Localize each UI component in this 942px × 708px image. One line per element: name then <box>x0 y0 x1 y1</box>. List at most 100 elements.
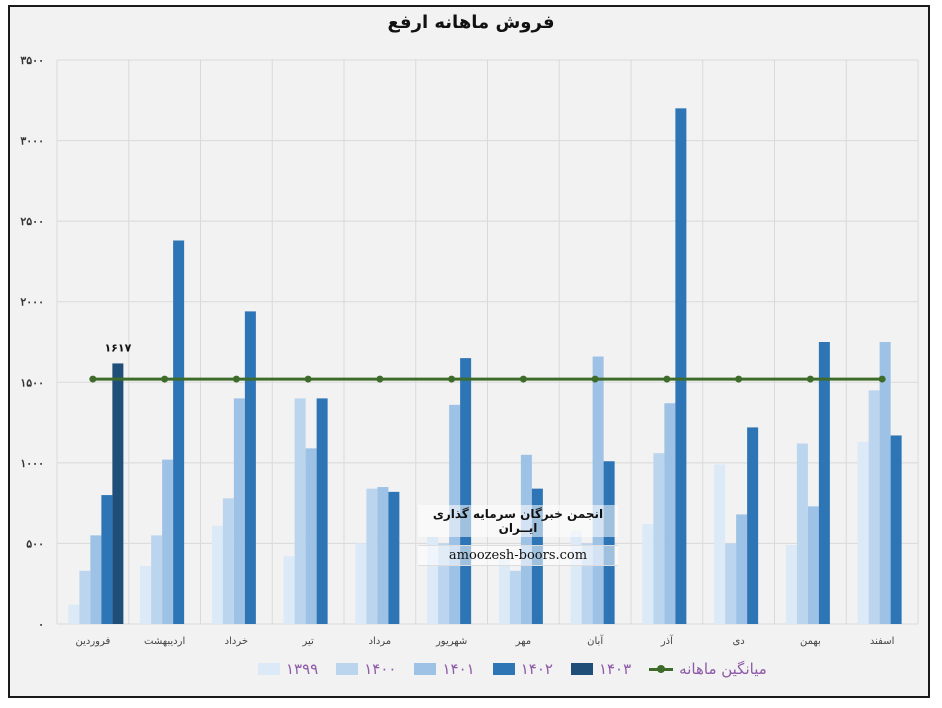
bar <box>736 514 748 624</box>
legend: ۱۳۹۹ ۱۴۰۰ ۱۴۰۱ ۱۴۰۲ ۱۴۰۳ میانگین ماهانه <box>258 658 778 680</box>
bar <box>162 459 174 624</box>
legend-item: ۱۴۰۰ <box>336 660 396 678</box>
bar <box>807 506 819 624</box>
bar <box>366 488 378 624</box>
bar <box>581 543 593 624</box>
x-tick-label: بهمن <box>800 636 821 647</box>
x-tick-label: شهریور <box>435 636 467 647</box>
average-marker <box>161 375 169 383</box>
legend-swatch <box>258 663 280 675</box>
bar <box>653 453 665 624</box>
bar <box>377 487 389 624</box>
bar <box>283 556 295 624</box>
bar <box>173 240 185 625</box>
bar <box>664 403 676 624</box>
y-tick-label: ۰ <box>38 618 44 631</box>
bar <box>316 398 328 624</box>
bar <box>818 342 830 624</box>
x-tick-label: خرداد <box>225 636 248 647</box>
bar <box>868 390 880 624</box>
y-tick-label: ۲۰۰۰ <box>20 296 44 309</box>
bar <box>427 536 439 624</box>
legend-line-marker <box>649 663 674 675</box>
legend-label: ۱۳۹۹ <box>286 660 319 678</box>
x-tick-label: دی <box>732 636 744 647</box>
y-tick-label: ۱۵۰۰ <box>20 376 44 389</box>
legend-swatch <box>414 663 437 675</box>
y-tick-label: ۵۰۰ <box>26 537 44 550</box>
legend-swatch <box>492 663 515 675</box>
watermark-title: انجمن خبرگان سرمایه گذاری ایــران <box>418 505 618 537</box>
x-tick-label: آبان <box>587 634 604 647</box>
bar <box>714 464 726 624</box>
bar <box>294 398 306 624</box>
bar <box>796 443 808 624</box>
data-label: ۱۶۱۷ <box>104 341 131 354</box>
bar <box>747 427 759 624</box>
bar <box>603 461 615 624</box>
average-marker <box>806 375 814 383</box>
average-marker <box>663 375 671 383</box>
y-tick-label: ۱۰۰۰ <box>20 457 44 470</box>
y-tick-label: ۳۵۰۰ <box>20 54 44 67</box>
bar <box>90 535 102 624</box>
watermark: انجمن خبرگان سرمایه گذاری ایــران amooze… <box>418 505 618 566</box>
bar <box>68 604 80 624</box>
legend-item: ۱۴۰۱ <box>414 660 475 678</box>
bar <box>101 495 113 624</box>
x-tick-label: آذر <box>660 634 674 647</box>
x-tick-label: اردیبهشت <box>144 636 185 647</box>
bar <box>675 108 687 625</box>
bar <box>785 545 797 624</box>
legend-label: ۱۴۰۱ <box>442 660 475 678</box>
average-marker <box>89 375 97 383</box>
bar <box>460 358 472 624</box>
bar <box>725 543 737 624</box>
bar <box>879 342 891 624</box>
bar <box>857 441 869 624</box>
legend-item: ۱۴۰۲ <box>492 660 553 678</box>
y-tick-label: ۳۰۰۰ <box>20 135 44 148</box>
bar <box>520 454 532 624</box>
bar <box>890 435 902 624</box>
watermark-url: amoozesh-boors.com <box>418 545 618 566</box>
average-marker <box>232 375 240 383</box>
average-marker <box>519 375 527 383</box>
x-tick-label: مرداد <box>369 636 392 647</box>
average-marker <box>591 375 599 383</box>
bar <box>498 559 510 624</box>
bar <box>211 525 223 624</box>
average-marker <box>878 375 886 383</box>
bar <box>592 356 604 624</box>
average-marker <box>735 375 743 383</box>
x-tick-label: مهر <box>515 636 531 647</box>
bar <box>642 524 654 624</box>
average-marker <box>376 375 384 383</box>
bar <box>222 498 234 624</box>
legend-label: ۱۴۰۲ <box>520 660 553 678</box>
average-marker <box>304 375 312 383</box>
legend-swatch <box>336 663 359 675</box>
legend-item: ۱۴۰۳ <box>570 660 632 678</box>
bar <box>140 565 152 624</box>
legend-label: میانگین ماهانه <box>679 660 767 678</box>
bar <box>244 311 256 624</box>
bar <box>509 570 521 624</box>
bar <box>79 570 91 624</box>
bar <box>112 363 124 624</box>
legend-item-average: میانگین ماهانه <box>649 660 767 678</box>
average-marker <box>448 375 456 383</box>
bar <box>438 543 450 624</box>
legend-swatch <box>570 663 593 675</box>
legend-label: ۱۴۰۳ <box>598 660 632 678</box>
bar <box>233 398 245 624</box>
x-tick-label: اسفند <box>870 636 894 647</box>
bar <box>388 491 400 624</box>
chart-title: فروش ماهانه ارفع <box>387 12 555 33</box>
legend-label: ۱۴۰۰ <box>364 660 397 678</box>
bar <box>305 448 317 624</box>
x-tick-label: فروردین <box>75 636 110 647</box>
bar <box>151 535 163 624</box>
legend-item: ۱۳۹۹ <box>258 660 318 678</box>
